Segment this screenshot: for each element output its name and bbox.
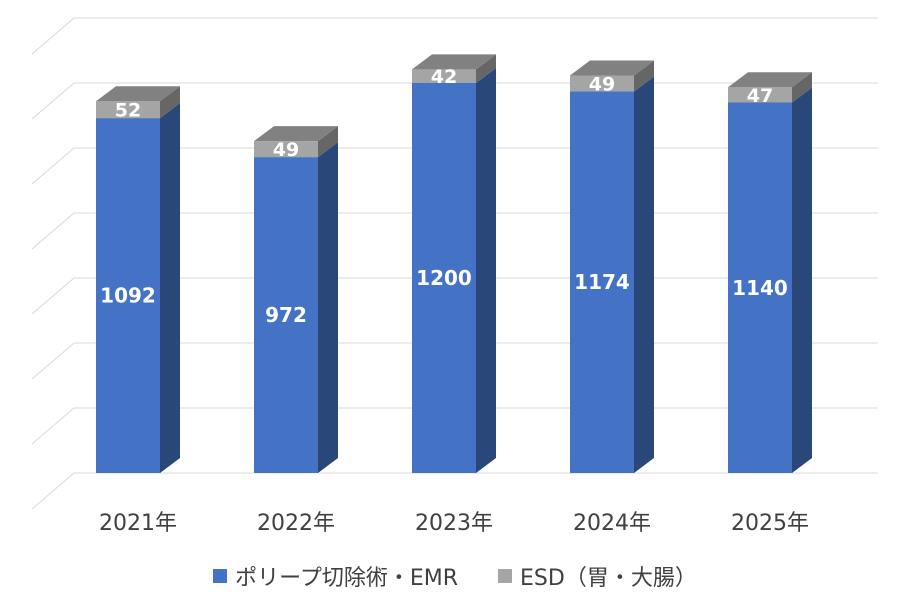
bar-esd: 52 [96,86,180,122]
bar-front [728,87,792,103]
legend-swatch-emr [213,569,228,583]
legend-item-esd: ESD（胃・大腸） [498,560,697,592]
x-axis-labels: 2021年 2022年 2023年 2024年 2025年 [99,511,809,536]
legend-label-esd: ESD（胃・大腸） [520,566,697,591]
data-label: 42 [431,66,457,88]
bar-front [412,69,476,83]
bar-front [254,157,318,473]
gridline [31,472,878,510]
data-label: 49 [589,73,615,95]
bar-esd: 47 [728,72,812,107]
gridline [31,17,878,55]
bar-emr: 1174 [570,76,654,473]
bar-esd: 49 [254,126,338,161]
bar-emr: 1200 [412,68,496,473]
bar-front [96,101,160,119]
legend-label-emr: ポリープ切除術・EMR [235,566,459,591]
bar-top [96,86,180,102]
x-tick-label: 2022年 [257,511,335,536]
bar-front [570,91,634,473]
data-label: 52 [115,100,141,122]
bar-esd: 42 [412,54,496,88]
bar-top [412,54,496,70]
data-label: 1092 [100,284,156,308]
bar-front [570,75,634,92]
legend: ポリープ切除術・EMR ESD（胃・大腸） [0,560,910,592]
data-label: 1200 [416,266,472,290]
x-tick-label: 2023年 [415,511,493,536]
bar-top [728,72,812,88]
bar-side [792,87,812,473]
x-tick-label: 2024年 [573,511,651,536]
x-tick-label: 2021年 [99,511,177,536]
bar-side [160,86,180,119]
data-label: 47 [747,85,773,107]
data-label: 972 [265,303,307,327]
bar-emr: 1140 [728,87,812,473]
data-label: 49 [273,139,299,161]
data-label: 1140 [732,276,788,300]
legend-swatch-esd [498,569,513,583]
legend-item-emr: ポリープ切除術・EMR [213,560,458,592]
bar-side [476,68,496,473]
bar-side [318,142,338,473]
data-label: 1174 [574,270,630,294]
bar-front [96,118,160,473]
bar-emr: 972 [254,142,338,473]
bars: 1092 52 972 49 1200 42 1174 49 1140 47 [96,54,812,473]
gridlines [31,17,878,510]
bar-top [254,126,338,142]
bar-front [412,83,476,473]
bar-front [254,141,318,158]
bar-side [634,76,654,473]
bar-side [476,54,496,83]
bar-front [728,102,792,473]
bar-side [318,126,338,158]
bar-side [160,103,180,473]
bar-top [570,60,654,76]
x-tick-label: 2025年 [731,511,809,536]
bar-emr: 1092 [96,103,180,473]
bar-side [634,60,654,92]
bar-esd: 49 [570,60,654,95]
bar-side [792,72,812,103]
